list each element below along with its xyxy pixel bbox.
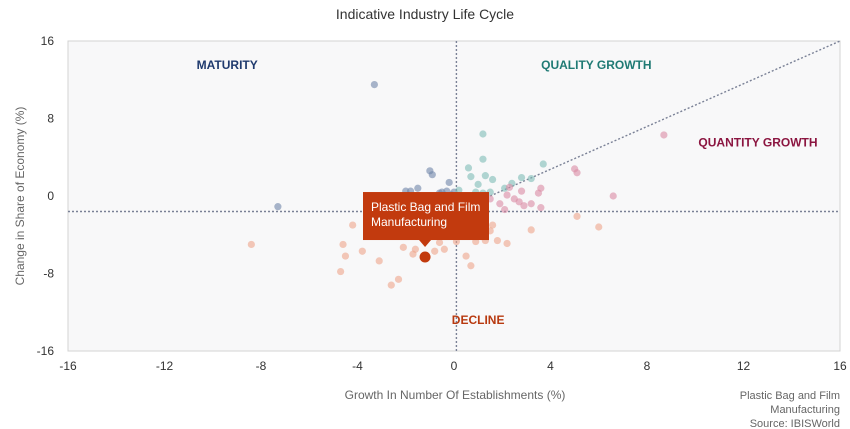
source-note: Plastic Bag and Film Manufacturing Source:… <box>740 390 840 429</box>
source-line: Source: IBISWorld <box>750 418 840 429</box>
decline-point <box>387 281 395 289</box>
quantity-growth-point <box>503 191 511 199</box>
quality-growth-point <box>474 180 482 188</box>
callout-pointer <box>419 240 432 248</box>
highlighted-industry-point <box>419 251 431 263</box>
quality-growth-point <box>479 155 487 163</box>
decline-point <box>399 243 407 251</box>
decline-point <box>339 240 347 249</box>
quality-growth-point <box>464 164 473 172</box>
quantity-growth-point <box>534 189 543 197</box>
x-tick-label: -16 <box>59 359 77 373</box>
x-axis-label: Growth In Number Of Establishments (%) <box>345 388 566 402</box>
decline-point <box>341 252 350 260</box>
y-tick-label: -16 <box>37 344 55 358</box>
y-axis-label: Change in Share of Economy (%) <box>13 107 27 286</box>
decline-point <box>349 221 357 229</box>
source-line: Manufacturing <box>770 404 840 416</box>
x-tick-label: 16 <box>833 359 847 373</box>
quantity-growth-point <box>520 202 528 210</box>
quantity-growth-point <box>660 131 668 139</box>
decline-point <box>489 221 497 229</box>
y-tick-label: 16 <box>41 34 55 48</box>
quantity-growth-point <box>573 169 581 177</box>
axis-ticks: -16 -12 -8 -4 0 4 8 12 16 16 8 0 -8 -16 <box>37 34 847 373</box>
quality-growth-point <box>455 186 463 194</box>
region-label: QUANTITY GROWTH <box>698 136 817 150</box>
maturity-point <box>414 184 422 192</box>
maturity-point <box>274 203 282 211</box>
decline-point <box>462 252 470 260</box>
decline-point <box>247 240 255 249</box>
decline-point <box>503 239 511 248</box>
y-tick-label: 8 <box>47 112 54 126</box>
y-tick-label: 0 <box>47 189 54 203</box>
decline-point <box>573 212 581 220</box>
maturity-point <box>445 178 453 187</box>
maturity-point <box>370 80 378 89</box>
x-tick-label: -12 <box>156 359 174 373</box>
callout-label-line: Plastic Bag and Film <box>371 200 480 214</box>
decline-point <box>431 247 439 255</box>
decline-point <box>358 247 366 255</box>
quality-growth-point <box>481 172 489 180</box>
chart-title: Indicative Industry Life Cycle <box>336 6 514 22</box>
callout-box <box>363 192 489 241</box>
maturity-point <box>428 171 436 179</box>
y-tick-label: -8 <box>43 267 54 281</box>
decline-point <box>527 226 535 234</box>
quantity-growth-point <box>517 187 526 195</box>
quantity-growth-point <box>501 205 509 214</box>
quality-growth-point <box>467 173 475 181</box>
quality-growth-point <box>479 130 487 138</box>
x-tick-label: -8 <box>256 359 267 373</box>
region-label: MATURITY <box>197 58 258 72</box>
quality-growth-point <box>517 173 526 182</box>
quantity-growth-point <box>609 192 617 200</box>
decline-point <box>467 262 475 270</box>
quantity-growth-point <box>505 183 514 191</box>
decline-point <box>394 275 403 283</box>
decline-point <box>440 245 448 253</box>
quantity-growth-point <box>510 195 518 203</box>
x-tick-label: 12 <box>737 359 751 373</box>
decline-point <box>337 267 345 276</box>
decline-point <box>493 236 502 245</box>
source-line: Plastic Bag and Film <box>740 390 840 402</box>
x-tick-label: 4 <box>547 359 554 373</box>
decline-point <box>595 223 603 231</box>
quantity-growth-point <box>527 200 535 208</box>
x-tick-label: 8 <box>644 359 651 373</box>
x-tick-label: 0 <box>451 359 458 373</box>
decline-point <box>435 238 444 247</box>
quality-growth-point <box>539 160 547 168</box>
callout-label-line: Manufacturing <box>371 215 447 229</box>
region-label: DECLINE <box>452 313 505 327</box>
region-labels: MATURITY QUALITY GROWTH QUANTITY GROWTH DEC… <box>197 58 818 327</box>
x-tick-label: -4 <box>352 359 363 373</box>
quality-growth-point <box>527 174 535 183</box>
decline-point <box>411 245 419 253</box>
decline-point <box>375 257 383 265</box>
quantity-growth-point <box>496 200 504 208</box>
quantity-growth-point <box>537 204 545 212</box>
region-label: QUALITY GROWTH <box>541 58 651 72</box>
quality-growth-point <box>489 175 497 184</box>
